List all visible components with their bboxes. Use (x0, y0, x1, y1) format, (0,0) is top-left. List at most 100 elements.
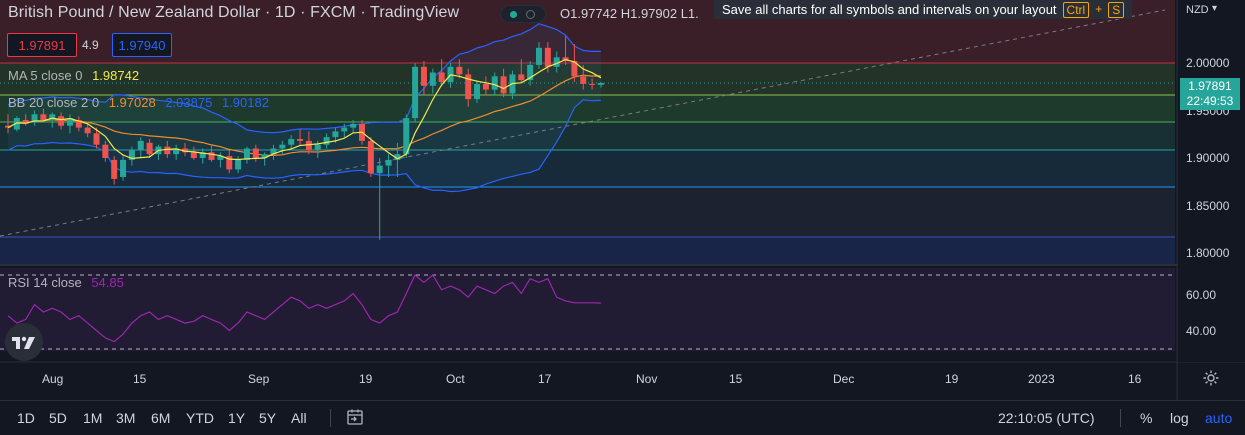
bottom-toolbar: 1D 5D 1M 3M 6M YTD 1Y 5Y All 22:10:05 (U… (0, 400, 1245, 435)
sell-button[interactable]: 1.97891 (7, 33, 77, 57)
utc-clock[interactable]: 22:10:05 (UTC) (998, 410, 1095, 426)
candle (111, 156, 118, 185)
candle-body (314, 144, 321, 151)
candle-body (589, 83, 596, 85)
candle-body (5, 125, 11, 128)
time-axis-label: Nov (636, 372, 658, 386)
tradingview-logo-icon[interactable] (5, 323, 43, 361)
range-ytd-button[interactable]: YTD (186, 410, 214, 426)
symbol-title[interactable]: British Pound / New Zealand Dollar · 1D … (8, 4, 460, 21)
range-1y-button[interactable]: 1Y (228, 410, 246, 426)
candle (412, 63, 419, 122)
currency-selector[interactable]: NZD (1186, 4, 1209, 16)
candle (376, 158, 383, 240)
time-axis-background (0, 362, 1245, 400)
price-zone-band (0, 237, 1175, 264)
candle (208, 144, 215, 162)
price-zone-band (0, 187, 1175, 237)
candle-body (305, 140, 312, 151)
time-axis-label: 2023 (1028, 372, 1055, 386)
candle-body (323, 137, 330, 145)
candle-body (22, 120, 29, 124)
candle-body (182, 148, 188, 153)
candle-body (270, 148, 277, 155)
candle (270, 144, 277, 160)
price-zone-band (0, 63, 1175, 95)
range-6m-button[interactable]: 6M (151, 410, 171, 426)
candle-body (173, 148, 180, 155)
market-status-indicator[interactable] (500, 5, 546, 23)
time-axis-label: Sep (248, 372, 270, 386)
candle (518, 59, 525, 82)
candle (66, 114, 73, 134)
candle (403, 114, 410, 158)
candle (456, 59, 463, 79)
calendar-range-icon[interactable] (346, 408, 364, 426)
bb-label: BB 20 close 2 0 (8, 95, 100, 110)
auto-scale-toggle[interactable]: auto (1205, 410, 1233, 426)
candle (58, 112, 65, 130)
candle-body (58, 116, 65, 126)
time-axis-label: Dec (833, 372, 855, 386)
candle-body (376, 165, 383, 174)
candle-body (482, 83, 489, 90)
gear-icon[interactable] (1202, 369, 1220, 387)
time-axis-label: Aug (42, 372, 64, 386)
bb-upper-value: 2.03875 (165, 95, 213, 110)
candle (589, 78, 596, 90)
candle-body (518, 74, 525, 81)
candle-body (146, 142, 153, 155)
toolbar-divider (1120, 409, 1121, 427)
rsi-value: 54.85 (91, 275, 124, 290)
candle (500, 68, 507, 98)
candle (571, 44, 578, 82)
percent-scale-toggle[interactable]: % (1140, 410, 1153, 426)
candle-body (40, 114, 47, 120)
range-all-button[interactable]: All (291, 410, 307, 426)
candle (5, 114, 11, 134)
tooltip-text: Save all charts for all symbols and inte… (722, 2, 1057, 17)
candle-body (332, 131, 339, 138)
range-1d-button[interactable]: 1D (17, 410, 35, 426)
candle-body (474, 83, 481, 100)
candle (536, 42, 542, 69)
candle (128, 146, 135, 166)
range-3m-button[interactable]: 3M (116, 410, 136, 426)
candle-body (527, 64, 534, 81)
ma-label: MA 5 close 0 (8, 68, 83, 83)
range-5d-button[interactable]: 5D (49, 410, 67, 426)
last-price-value: 1.97891 (1188, 79, 1232, 93)
candle-body (394, 154, 401, 160)
rsi-legend[interactable]: RSI 14 close 54.85 (8, 275, 130, 290)
candle (279, 140, 286, 155)
candle (385, 154, 392, 177)
candle (243, 146, 250, 164)
candle-body (190, 152, 197, 158)
time-axis-label: 19 (945, 372, 959, 386)
log-scale-toggle[interactable]: log (1170, 410, 1189, 426)
plus-sign: + (1095, 2, 1103, 16)
ohlc-values: O1.97742 H1.97902 L1. (560, 6, 699, 21)
range-5y-button[interactable]: 5Y (259, 410, 277, 426)
range-1m-button[interactable]: 1M (83, 410, 103, 426)
candle-body (261, 154, 268, 158)
candle (597, 82, 604, 88)
candle-body (544, 47, 551, 67)
bb-legend[interactable]: BB 20 close 2 0 1.97028 2.03875 1.90182 (8, 95, 275, 110)
buy-button[interactable]: 1.97940 (112, 33, 172, 57)
ma-legend[interactable]: MA 5 close 0 1.98742 (8, 68, 145, 83)
candle (173, 144, 180, 160)
candle-body (580, 76, 587, 84)
rsi-pane-background (0, 268, 1175, 351)
trend-line (0, 9, 1166, 237)
chevron-down-icon[interactable]: ▾ (1212, 3, 1218, 14)
candle-body (420, 66, 427, 86)
rsi-label: RSI 14 close (8, 275, 82, 290)
rsi-axis-label: 60.00 (1186, 288, 1217, 302)
candle (341, 123, 348, 138)
price-zone-band (0, 122, 1175, 150)
candle-body (403, 118, 410, 155)
candle (217, 152, 224, 168)
